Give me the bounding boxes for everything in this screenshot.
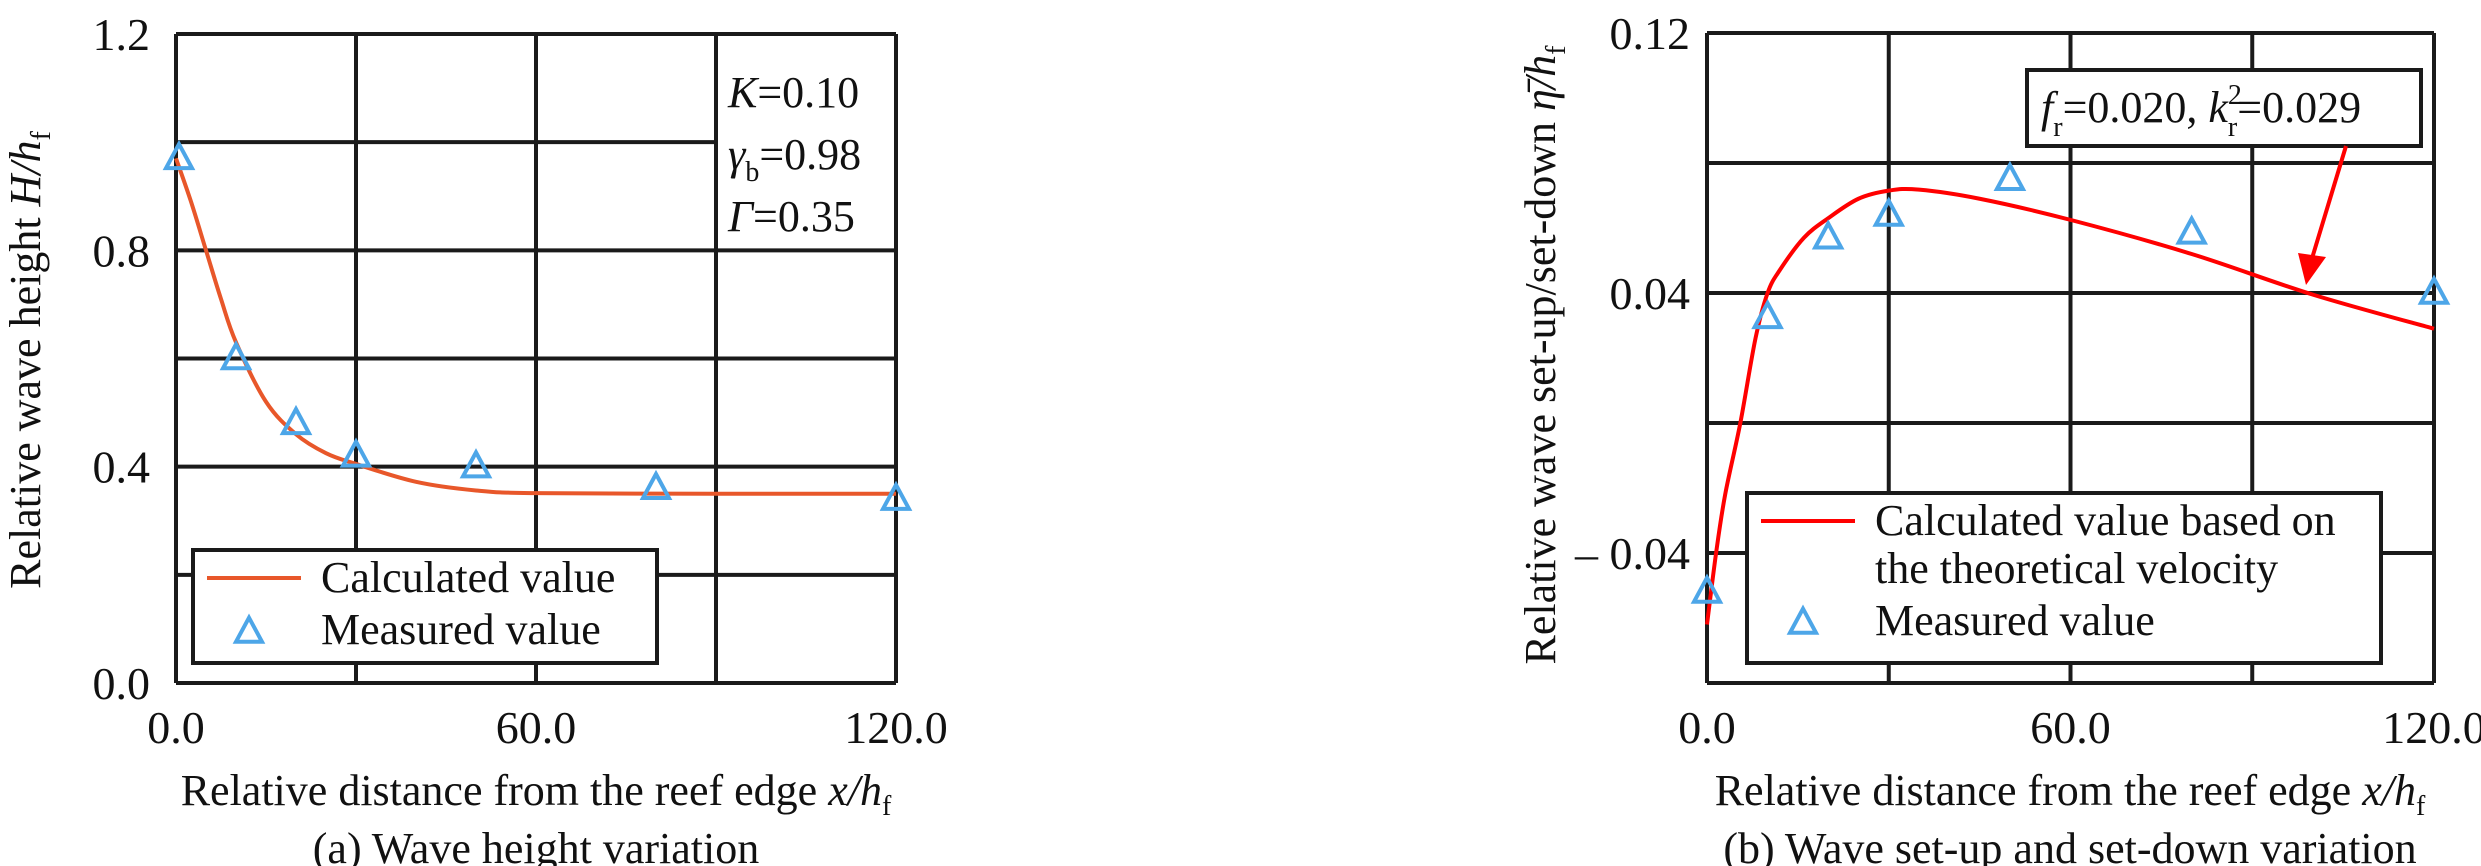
y-axis-label-variable: H/h bbox=[1, 140, 50, 207]
parameter-symbol: K bbox=[727, 68, 760, 117]
parameter-value: =0.98 bbox=[759, 130, 861, 179]
chart-caption: (b) Wave set-up and set-down variation bbox=[1723, 824, 2416, 866]
y-axis-label-text: Relative wave set-up/set-down bbox=[1516, 111, 1565, 665]
y-tick-label: 0.04 bbox=[1610, 268, 1691, 319]
parameter-symbol: γ bbox=[728, 130, 747, 179]
measured-point bbox=[279, 404, 313, 436]
x-axis-label: Relative distance from the reef edge x/h… bbox=[1715, 766, 2426, 822]
annotation-parameters: fr=0.020, k2 r=0.029 bbox=[2041, 80, 2361, 143]
y-tick-label: – 0.04 bbox=[1574, 528, 1690, 579]
legend-label: Calculated value based on bbox=[1875, 496, 2336, 545]
legend-triangle-swatch bbox=[232, 613, 266, 644]
annotation-background bbox=[718, 55, 894, 245]
y-tick-label: 0.4 bbox=[93, 442, 151, 493]
calculated-curve bbox=[174, 157, 897, 496]
x-axis-label-variable: x/h bbox=[2361, 766, 2416, 815]
measured-point bbox=[339, 437, 373, 468]
measured-point bbox=[2175, 214, 2209, 245]
parameter-value: =0.10 bbox=[757, 68, 859, 117]
parameter-subscript: b bbox=[745, 157, 759, 188]
annotation-arrow-line bbox=[2308, 145, 2348, 266]
annotation-arrow-head bbox=[2298, 253, 2326, 285]
measured-point bbox=[879, 480, 913, 511]
y-tick-label: 0.12 bbox=[1610, 8, 1691, 59]
x-tick-label: 120.0 bbox=[844, 702, 948, 753]
y-axis-label-subscript: f bbox=[1541, 45, 1572, 55]
measured-point bbox=[1690, 573, 1724, 604]
legend-box bbox=[191, 548, 659, 665]
legend-triangle-swatch bbox=[1786, 604, 1820, 635]
measured-point bbox=[219, 339, 253, 371]
parameter-value: =0.35 bbox=[753, 192, 855, 241]
y-axis-label: Relative wave height H/hf bbox=[1, 130, 57, 588]
y-axis-label-text: Relative wave height bbox=[1, 206, 50, 588]
parameter-value: =0.029 bbox=[2237, 83, 2361, 132]
chart-a: 0.0 60.0 120.0 0.0 0.4 0.8 1.2 Relative distanc… bbox=[1, 9, 948, 866]
parameter-symbol: k bbox=[2208, 83, 2229, 132]
legend-label: Measured value bbox=[1875, 596, 2155, 645]
chart-caption: (a) Wave height variation bbox=[313, 824, 759, 866]
y-tick-label: 0.0 bbox=[93, 658, 151, 709]
x-tick-label: 60.0 bbox=[496, 702, 577, 753]
y-tick-label: 1.2 bbox=[93, 9, 151, 60]
y-tick-label: 0.8 bbox=[93, 225, 151, 276]
x-axis-label-text: Relative distance from the reef edge bbox=[1715, 766, 2362, 815]
annotation-parameter: Γ=0.35 bbox=[727, 192, 855, 241]
measured-point bbox=[1811, 219, 1845, 250]
annotation-box bbox=[2025, 68, 2423, 148]
y-axis-label: Relative wave set-up/set-down η̄/hf bbox=[1516, 45, 1572, 665]
x-axis-label-variable: x/h bbox=[827, 766, 882, 815]
x-tick-label: 0.0 bbox=[1678, 702, 1736, 753]
chart-b: 0.0 60.0 120.0 – 0.04 0.04 0.12 Relative dista… bbox=[1516, 8, 2481, 866]
measured-point bbox=[1993, 160, 2027, 191]
measured-point bbox=[162, 139, 196, 171]
calculated-curve bbox=[1705, 186, 2435, 625]
legend-label: the theoretical velocity bbox=[1875, 544, 2278, 593]
legend-label: Calculated value bbox=[321, 553, 615, 602]
parameter-subscript: r bbox=[2053, 112, 2063, 143]
x-tick-label: 0.0 bbox=[147, 702, 205, 753]
parameter-subscript: r bbox=[2228, 112, 2238, 143]
parameter-superscript: 2 bbox=[2228, 80, 2242, 111]
parameter-value: =0.020, bbox=[2063, 83, 2209, 132]
measured-point bbox=[639, 469, 673, 501]
x-axis-label: Relative distance from the reef edge x/h… bbox=[181, 766, 892, 822]
annotation-parameter: γb=0.98 bbox=[728, 130, 861, 188]
measured-point bbox=[2417, 274, 2451, 305]
annotation-parameter: K=0.10 bbox=[727, 68, 859, 117]
x-axis-label-subscript: f bbox=[882, 791, 892, 822]
x-axis-label-text: Relative distance from the reef edge bbox=[181, 766, 828, 815]
measured-point bbox=[459, 448, 493, 479]
legend-label: Measured value bbox=[321, 605, 601, 654]
y-axis-label-variable: η̄/h bbox=[1516, 55, 1565, 111]
parameter-symbol: Γ bbox=[727, 192, 755, 241]
measured-point bbox=[1751, 298, 1784, 330]
measured-point bbox=[1872, 196, 1906, 227]
y-axis-label-subscript: f bbox=[26, 130, 57, 140]
x-tick-label: 120.0 bbox=[2382, 702, 2481, 753]
x-tick-label: 60.0 bbox=[2030, 702, 2111, 753]
x-axis-label-subscript: f bbox=[2416, 791, 2426, 822]
